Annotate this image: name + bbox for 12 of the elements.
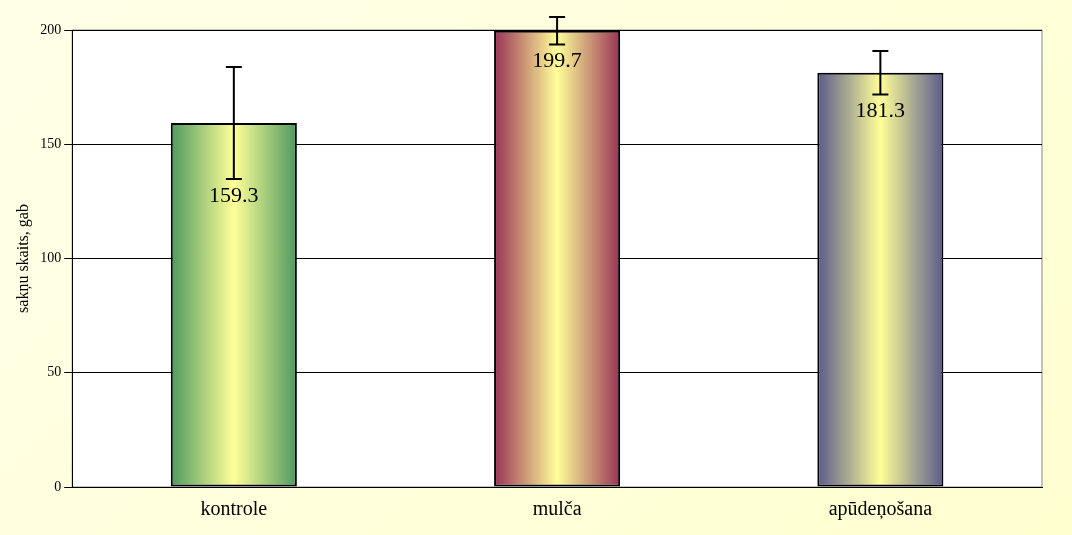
y-tick-label: 50 [47,364,62,380]
x-tick-label: kontrole [200,497,268,520]
y-tick-label: 0 [54,478,62,494]
y-axis-title: sakņu skaits, gab [13,204,32,313]
x-tick-label: mulča [532,497,582,520]
data-label: 159.3 [209,181,259,207]
y-tick-label: 100 [40,250,62,266]
data-label: 199.7 [532,47,582,73]
y-tick-label: 150 [40,135,62,151]
y-tick-label: 200 [40,21,62,37]
x-tick-label: apūdeņošana [828,497,933,521]
data-label: 181.3 [855,97,906,123]
